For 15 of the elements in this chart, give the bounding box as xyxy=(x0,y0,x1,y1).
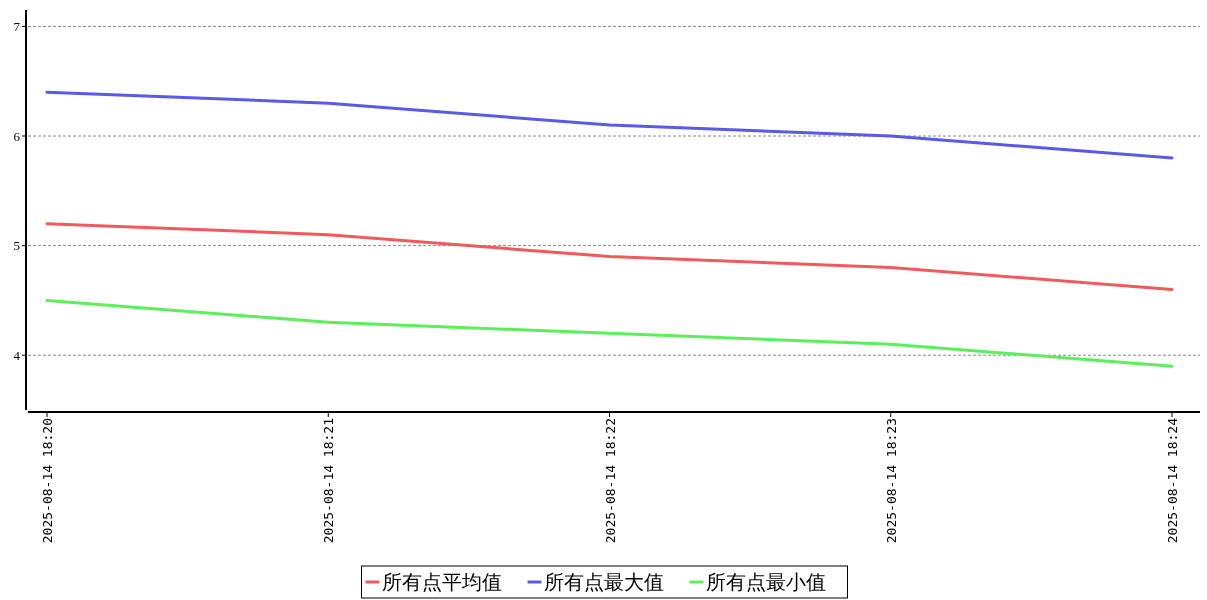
y-tick-label: 7 xyxy=(13,18,21,34)
x-tick-label: 2025-08-14 18:24 xyxy=(1165,417,1180,544)
x-tick-label: 2025-08-14 18:21 xyxy=(321,418,337,544)
line-series xyxy=(45,222,1174,291)
x-tick-label: 2025-08-14 18:23 xyxy=(883,418,899,544)
legend-label: 所有点最大值 xyxy=(543,571,664,593)
y-tick-label: 5 xyxy=(13,238,20,254)
x-tick-label: 2025-08-14 18:20 xyxy=(40,418,55,544)
line-series xyxy=(45,90,1174,160)
x-tick-label: 2025-08-14 18:22 xyxy=(602,418,618,544)
legend-label: 所有点最小值 xyxy=(705,571,826,593)
line-series xyxy=(45,298,1174,368)
legend-label: 所有点平均值 xyxy=(381,571,502,593)
y-tick-label: 6 xyxy=(13,128,21,144)
y-tick-label: 4 xyxy=(13,347,21,363)
